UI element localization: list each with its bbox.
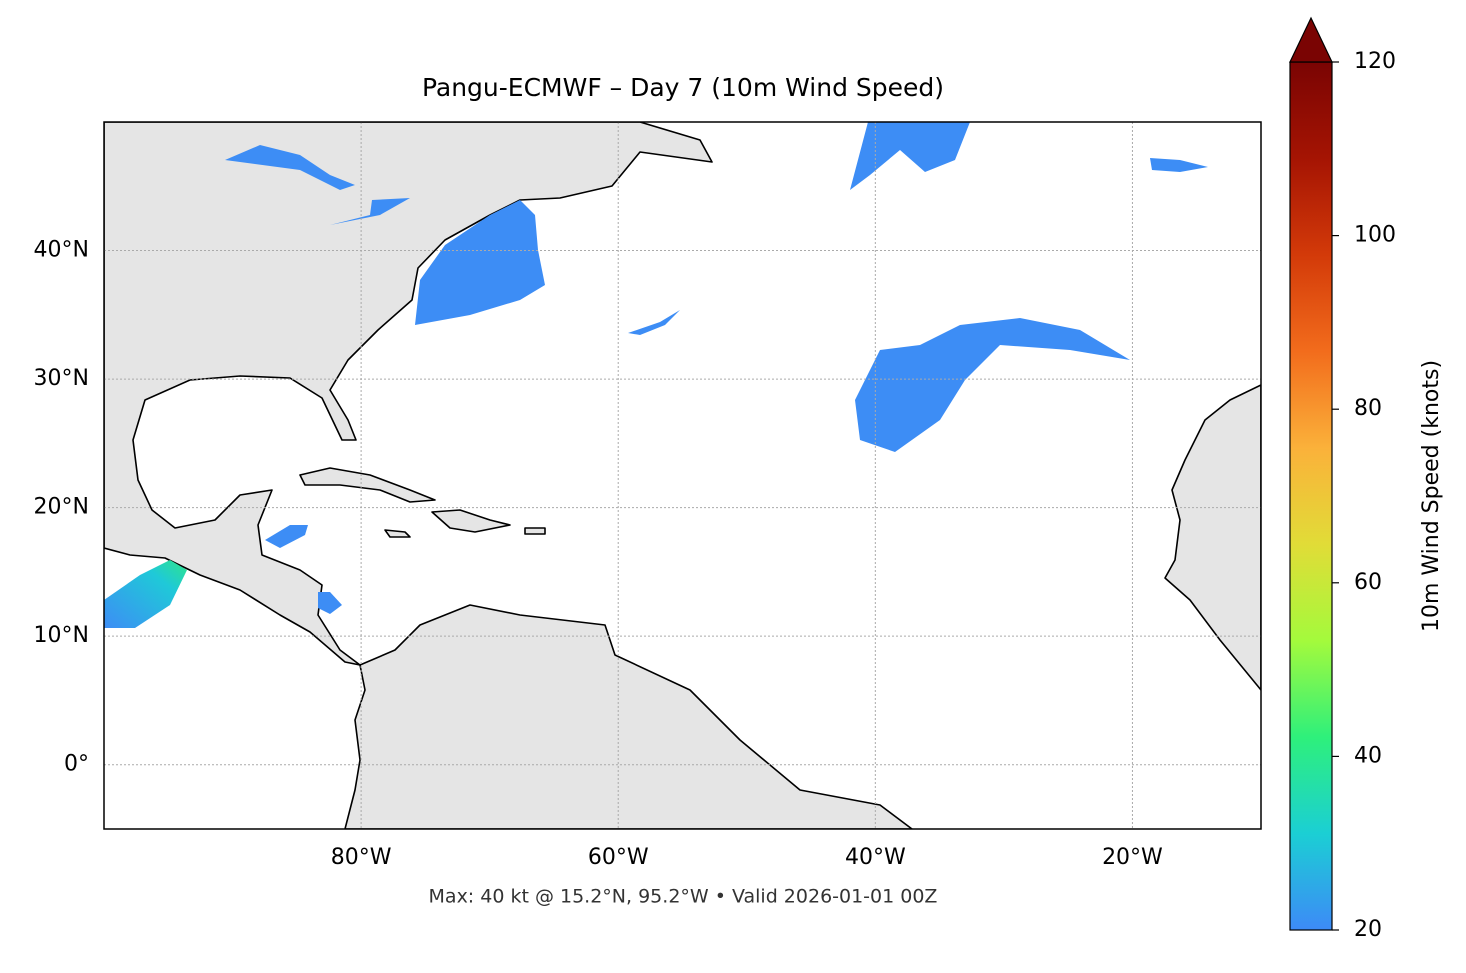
africa — [1164, 384, 1261, 691]
grid — [104, 122, 1261, 829]
y-tick-label: 30°N — [34, 366, 89, 391]
puerto-rico — [524, 527, 546, 535]
wind-field — [415, 200, 545, 325]
colorbar-label: 10m Wind Speed (knots) — [1419, 360, 1444, 632]
wind-field — [104, 560, 187, 628]
y-tick-label: 40°N — [34, 238, 89, 263]
map-title: Pangu-ECMWF – Day 7 (10m Wind Speed) — [422, 73, 944, 102]
colorbar-tick-label: 20 — [1354, 917, 1382, 942]
wind-field — [628, 310, 680, 335]
south-america — [344, 604, 913, 829]
cuba — [299, 467, 436, 503]
x-tick-label: 40°W — [845, 845, 906, 870]
wind-field — [265, 525, 308, 548]
footer-note: Max: 40 kt @ 15.2°N, 95.2°W • Valid 2026… — [429, 886, 938, 908]
axes: 80°W 60°W 40°W 20°W 0° 10°N 20°N 30°N 40°N — [34, 238, 1164, 870]
colorbar-tick-label: 40 — [1354, 743, 1382, 768]
colorbar-tick-label: 80 — [1354, 396, 1382, 421]
wind-field — [1150, 158, 1208, 172]
colorbar-extend — [1289, 16, 1333, 63]
colorbar-tick-label: 100 — [1354, 223, 1396, 248]
map-area — [104, 122, 1261, 829]
hispaniola — [431, 509, 511, 533]
x-tick-label: 20°W — [1102, 845, 1163, 870]
x-tick-label: 80°W — [331, 845, 392, 870]
map-frame — [103, 121, 1262, 830]
colorbar-tick-label: 120 — [1354, 49, 1396, 74]
wind-field — [225, 145, 355, 190]
colorbar: 20 40 60 80 100 120 — [1289, 16, 1396, 942]
x-tick-label: 60°W — [588, 845, 649, 870]
y-tick-label: 0° — [64, 752, 89, 777]
y-tick-label: 10°N — [34, 623, 89, 648]
wind-field — [855, 318, 1130, 452]
y-tick-label: 20°N — [34, 495, 89, 520]
wind-field — [318, 592, 342, 614]
colorbar-tick-label: 60 — [1354, 570, 1382, 595]
wind-field — [850, 122, 970, 190]
jamaica — [384, 529, 411, 538]
colorbar-body — [1289, 61, 1333, 931]
north-america — [104, 122, 713, 666]
wind-field — [330, 198, 410, 225]
